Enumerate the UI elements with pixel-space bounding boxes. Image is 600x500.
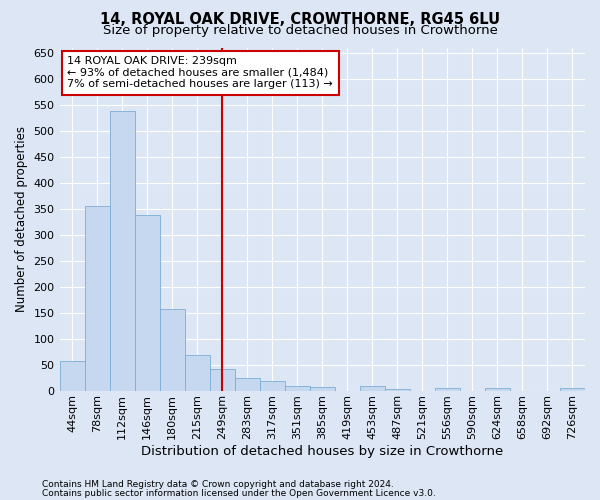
Bar [235,378,260,391]
Bar [260,380,285,391]
Text: Size of property relative to detached houses in Crowthorne: Size of property relative to detached ho… [103,24,497,37]
Text: Contains HM Land Registry data © Crown copyright and database right 2024.: Contains HM Land Registry data © Crown c… [42,480,394,489]
Bar [209,369,235,391]
Bar [310,387,335,391]
Bar [134,215,160,391]
Text: 14 ROYAL OAK DRIVE: 239sqm
← 93% of detached houses are smaller (1,484)
7% of se: 14 ROYAL OAK DRIVE: 239sqm ← 93% of deta… [67,56,333,90]
Text: Contains public sector information licensed under the Open Government Licence v3: Contains public sector information licen… [42,488,436,498]
Bar [385,390,410,391]
Bar [560,388,585,391]
Bar [485,388,510,391]
Bar [185,354,209,391]
Bar [110,111,134,391]
Bar [160,310,185,391]
Bar [360,386,385,391]
Bar [59,361,85,391]
X-axis label: Distribution of detached houses by size in Crowthorne: Distribution of detached houses by size … [141,444,503,458]
Bar [435,388,460,391]
Y-axis label: Number of detached properties: Number of detached properties [15,126,28,312]
Bar [85,206,110,391]
Bar [285,386,310,391]
Text: 14, ROYAL OAK DRIVE, CROWTHORNE, RG45 6LU: 14, ROYAL OAK DRIVE, CROWTHORNE, RG45 6L… [100,12,500,28]
